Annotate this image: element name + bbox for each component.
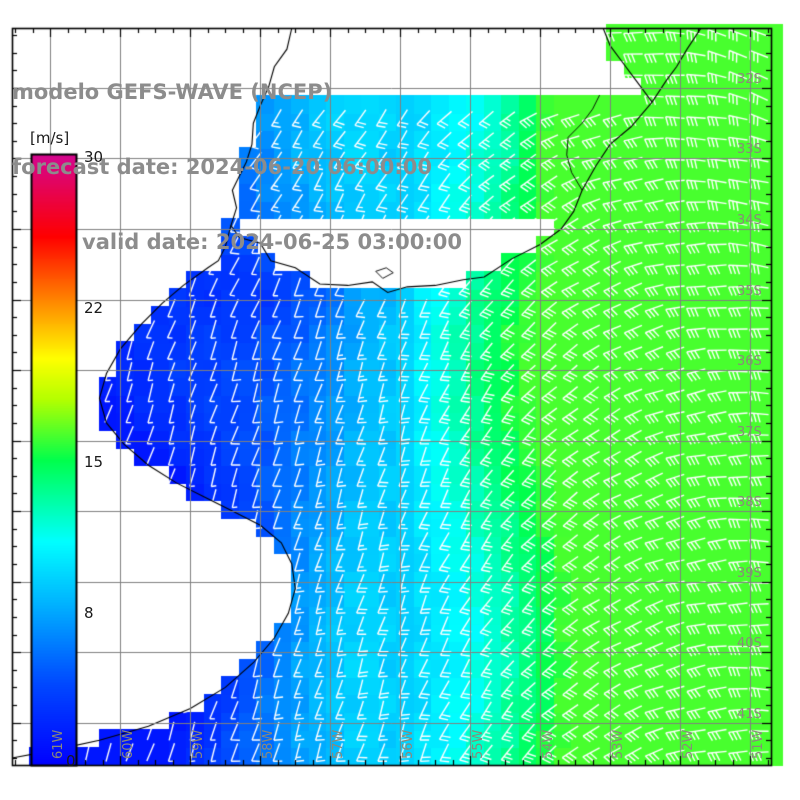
longitude-label-59w: 59W [191, 729, 207, 759]
longitude-label-51w: 51W [751, 729, 766, 759]
latitude-label-33s: 33S [737, 142, 762, 158]
longitude-label-58w: 58W [261, 729, 277, 759]
latitude-label-36s: 36S [737, 354, 762, 370]
longitude-label-57w: 57W [331, 729, 347, 759]
longitude-label-55w: 55W [471, 729, 487, 759]
latitude-label-38s: 38S [737, 495, 762, 511]
longitude-label-52w: 52W [681, 729, 697, 759]
longitude-label-54w: 54W [541, 729, 557, 759]
latitude-label-40s: 40S [737, 636, 762, 652]
latitude-label-37s: 37S [737, 424, 762, 440]
latitude-label-41s: 41S [737, 706, 762, 722]
longitude-label-56w: 56W [401, 729, 417, 759]
longitude-label-61w: 61W [51, 729, 67, 759]
latitude-label-32s: 32S [737, 71, 762, 87]
latitude-label-34s: 34S [737, 213, 762, 228]
longitude-label-53w: 53W [611, 729, 627, 759]
colorbar-tick-15: 15 [84, 453, 104, 471]
longitude-label-60w: 60W [121, 729, 137, 759]
colorbar-tick-8: 8 [84, 604, 94, 622]
colorbar-tick-0: 0 [66, 752, 76, 770]
latitude-label-35s: 35S [737, 283, 762, 299]
colorbar-tick-30: 30 [84, 148, 104, 166]
colorbar-tick-22: 22 [84, 299, 104, 317]
latitude-label-39s: 39S [737, 565, 762, 581]
colorbar-units-label: [m/s] [30, 129, 70, 147]
